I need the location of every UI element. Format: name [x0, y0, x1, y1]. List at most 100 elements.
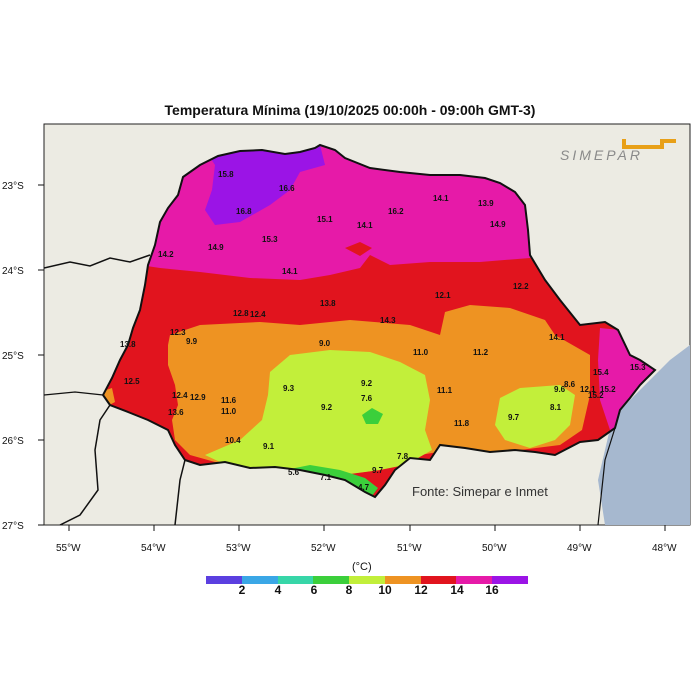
station-value: 14.2	[158, 250, 174, 259]
lon-label: 54°W	[141, 543, 166, 554]
legend-color-cell	[384, 576, 421, 584]
temperature-zones	[103, 145, 655, 497]
lat-label: 23°S	[2, 181, 24, 192]
legend-color-cell	[206, 576, 242, 584]
state-border-sc	[59, 404, 111, 525]
station-values: 15.8 16.6 16.8 15.1 14.1 16.2 14.1 13.9 …	[120, 170, 646, 492]
station-value: 12.3	[170, 328, 186, 337]
lat-label: 27°S	[2, 521, 24, 532]
zone-red-spot	[345, 242, 372, 256]
station-value: 15.3	[262, 235, 278, 244]
station-value: 12.9	[190, 393, 206, 402]
legend-color-cell	[349, 576, 385, 584]
legend-color-cell	[313, 576, 350, 584]
station-value: 12.4	[250, 310, 266, 319]
station-value: 13.6	[168, 408, 184, 417]
station-value: 11.1	[437, 386, 453, 395]
station-value: 9.2	[321, 403, 333, 412]
station-value: 9.2	[361, 379, 373, 388]
station-value: 14.1	[549, 333, 565, 342]
station-value: 12.5	[124, 377, 140, 386]
legend-tick: 12	[414, 583, 428, 597]
station-value: 15.8	[218, 170, 234, 179]
data-credit: Fonte: Simepar e Inmet	[412, 484, 548, 499]
station-value: 14.9	[208, 243, 224, 252]
legend-tick: 2	[238, 583, 246, 597]
station-value: 9.0	[319, 339, 331, 348]
legend-tick: 14	[450, 583, 464, 597]
station-value: 7.8	[397, 452, 409, 461]
state-border-sc2	[174, 459, 186, 525]
station-value: 15.3	[630, 363, 646, 372]
legend-tick: 10	[378, 583, 392, 597]
station-value: 11.8	[454, 419, 470, 428]
station-value: 14.9	[490, 220, 506, 229]
state-border-sp	[44, 254, 151, 269]
simepar-logo-mark	[622, 139, 676, 149]
station-value: 4.7	[358, 483, 370, 492]
station-value: 12.4	[172, 391, 188, 400]
station-value: 12.2	[513, 282, 529, 291]
legend-color-cell	[456, 576, 493, 584]
station-value: 14.1	[357, 221, 373, 230]
station-value: 12.1	[435, 291, 451, 300]
station-value: 11.0	[413, 348, 429, 357]
station-value: 9.7	[372, 466, 384, 475]
lon-label: 53°W	[226, 543, 251, 554]
zone-yellow-green	[205, 350, 432, 474]
lon-label: 49°W	[567, 543, 592, 554]
legend-tick: 16	[485, 583, 499, 597]
legend-color-cell	[277, 576, 314, 584]
station-value: 15.4	[593, 368, 609, 377]
station-value: 9.9	[186, 337, 198, 346]
station-value: 15.2	[588, 391, 604, 400]
station-value: 9.3	[283, 384, 295, 393]
map-title: Temperatura Mínima (19/10/2025 00:00h - …	[164, 102, 536, 118]
country-border	[44, 391, 104, 396]
lon-label: 52°W	[311, 543, 336, 554]
station-value: 11.0	[221, 407, 237, 416]
color-legend	[206, 576, 529, 584]
zone-yellow-green-east	[495, 385, 575, 448]
legend-tick: 8	[345, 583, 353, 597]
zone-purple	[205, 145, 325, 225]
station-value: 15.2	[600, 385, 616, 394]
station-value: 5.6	[288, 468, 300, 477]
lon-labels: 55°W 54°W 53°W 52°W 51°W 50°W 49°W 48°W	[56, 543, 677, 554]
station-value: 13.8	[320, 299, 336, 308]
station-value: 15.1	[317, 215, 333, 224]
station-value: 14.1	[282, 267, 298, 276]
lon-label: 55°W	[56, 543, 81, 554]
legend-color-cell	[241, 576, 278, 584]
station-value: 8.1	[550, 403, 562, 412]
zone-green-spot	[362, 408, 383, 424]
station-value: 14.1	[433, 194, 449, 203]
lon-axis	[68, 525, 666, 531]
station-value: 9.1	[263, 442, 275, 451]
lat-label: 24°S	[2, 266, 24, 277]
lat-labels: 23°S 24°S 25°S 26°S 27°S	[2, 181, 24, 532]
station-value: 16.2	[388, 207, 404, 216]
station-value: 12.1	[580, 385, 596, 394]
lat-label: 25°S	[2, 351, 24, 362]
lon-label: 48°W	[652, 543, 677, 554]
station-value: 13.8	[120, 340, 136, 349]
simepar-logo-text: SIMEPAR	[560, 147, 643, 163]
legend-tick: 6	[310, 583, 318, 597]
station-value: 11.2	[473, 348, 489, 357]
station-value: 8.6	[564, 380, 576, 389]
lat-axis	[38, 184, 44, 526]
station-value: 12.8	[233, 309, 249, 318]
station-value: 10.4	[225, 436, 241, 445]
ocean	[598, 345, 690, 525]
simepar-logo: SIMEPAR	[560, 137, 680, 165]
station-value: 16.8	[236, 207, 252, 216]
legend-unit: (°C)	[352, 561, 372, 573]
state-border-sc3	[597, 427, 616, 525]
station-value: 7.6	[361, 394, 373, 403]
legend-tick: 4	[274, 583, 282, 597]
station-value: 13.9	[478, 199, 494, 208]
lon-label: 51°W	[397, 543, 422, 554]
lon-label: 50°W	[482, 543, 507, 554]
